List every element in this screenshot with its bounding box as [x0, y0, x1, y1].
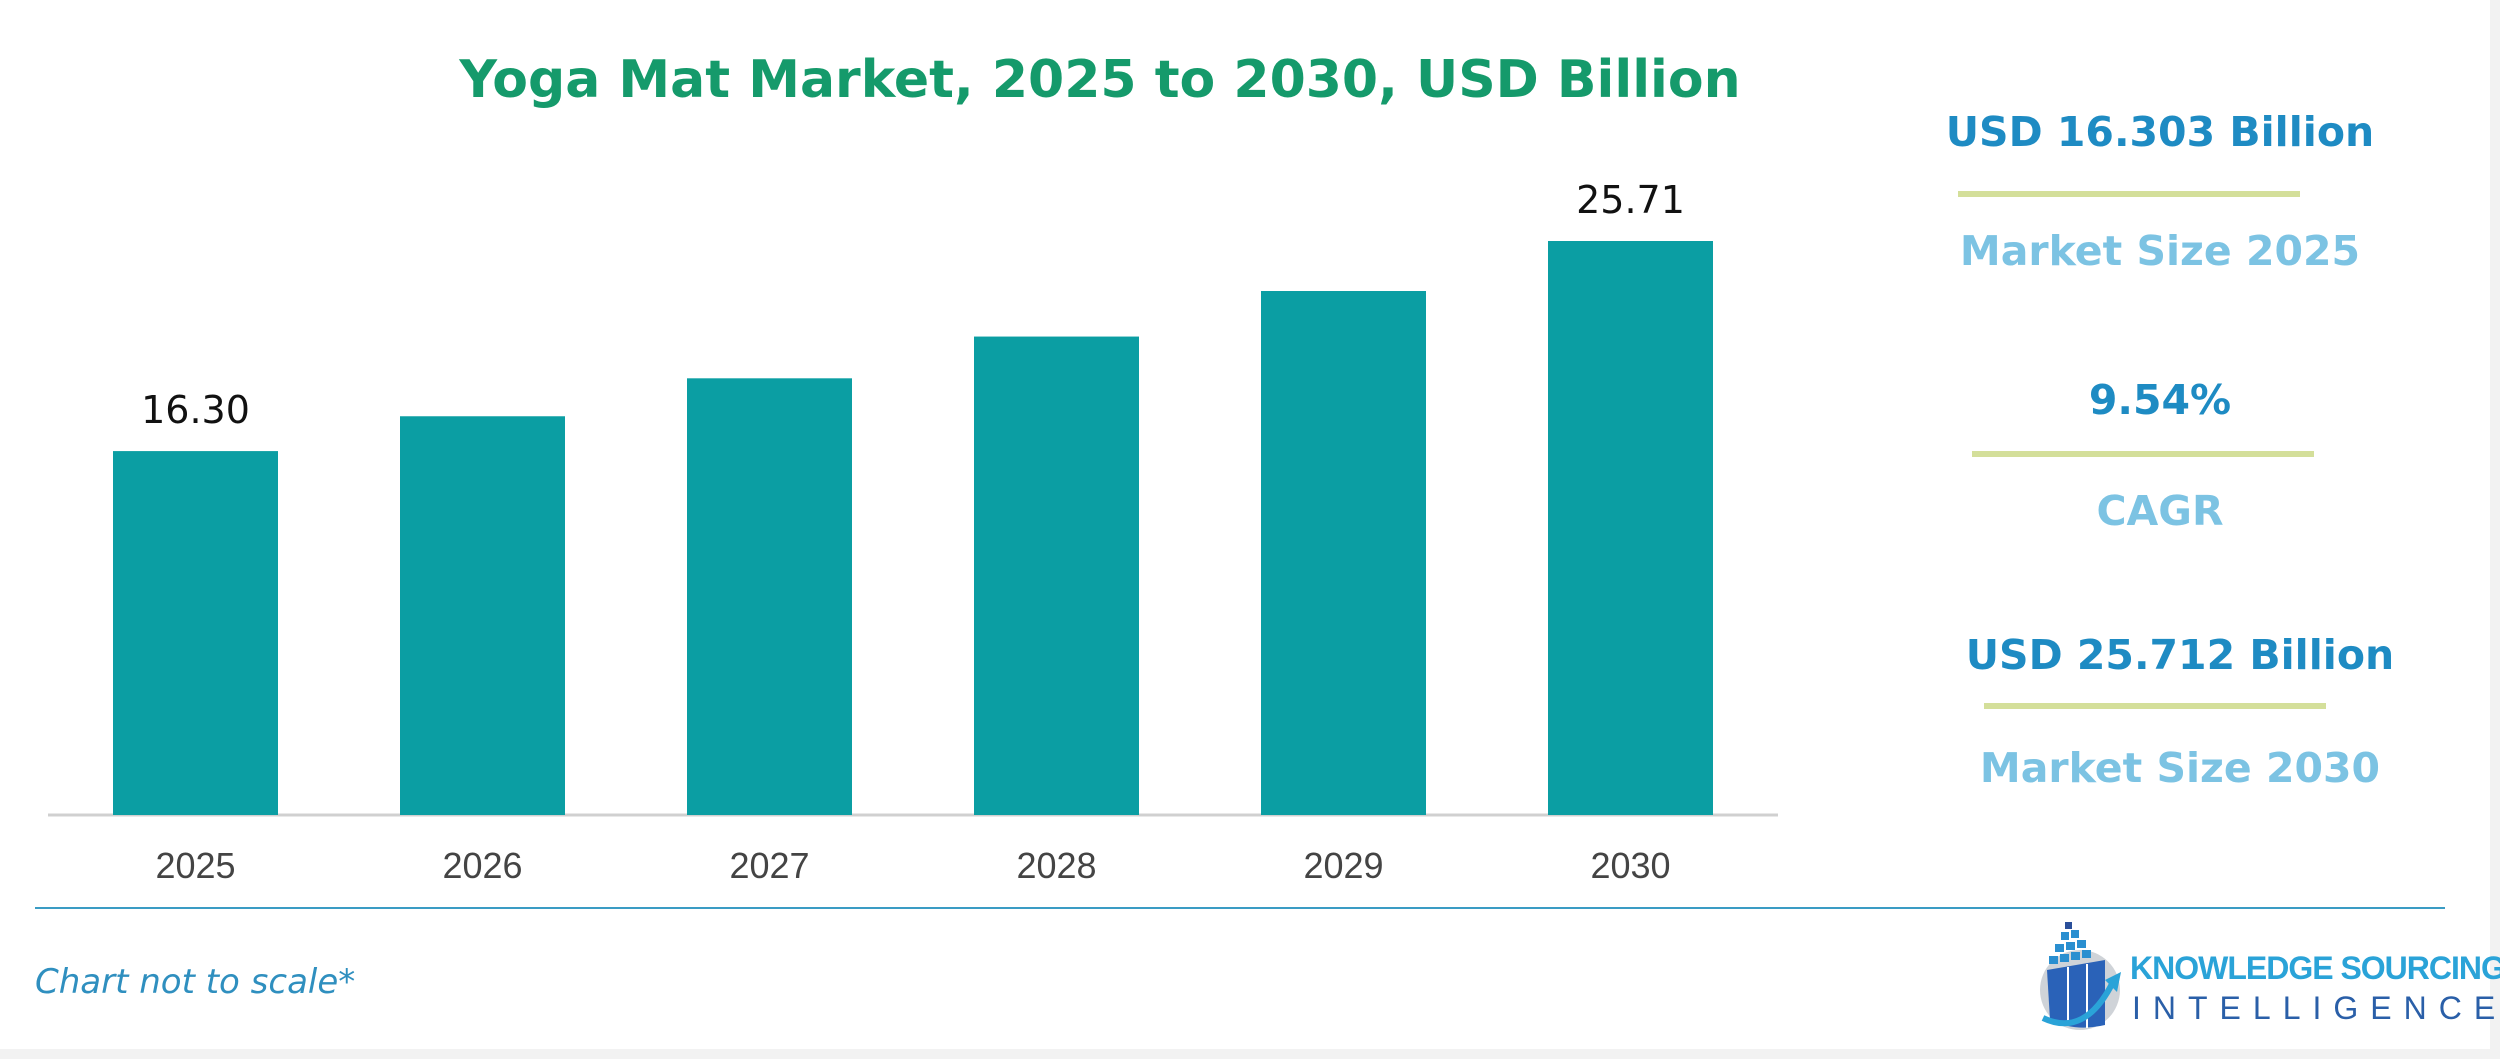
kpi-market-size-2025-label: Market Size 2025 — [1959, 227, 2361, 275]
data-label: 16.30 — [141, 388, 250, 432]
x-tick-label: 2030 — [1590, 845, 1670, 886]
kpi-cagr-value: 9.54% — [2088, 376, 2232, 424]
bar-2027 — [687, 378, 852, 815]
x-tick-label: 2029 — [1303, 845, 1383, 886]
kpi-separator — [1984, 703, 2326, 709]
logo-mark-icon — [2040, 922, 2121, 1030]
x-tick-label: 2028 — [1016, 845, 1096, 886]
bar-2028 — [974, 336, 1139, 815]
kpi-separator — [1958, 191, 2300, 197]
logo-text-line1: KNOWLEDGE SOURCING — [2130, 950, 2500, 986]
kpi-separator — [1972, 451, 2314, 457]
kpi-cagr-label: CAGR — [2096, 487, 2224, 535]
bar-2025 — [113, 451, 278, 815]
kpi-market-size-2030-value: USD 25.712 Billion — [1965, 631, 2395, 679]
x-tick-label: 2027 — [729, 845, 809, 886]
bar-2029 — [1261, 291, 1426, 815]
x-tick-label: 2025 — [155, 845, 235, 886]
data-label: 25.71 — [1576, 178, 1685, 222]
x-tick-label: 2026 — [442, 845, 522, 886]
bar-2026 — [400, 416, 565, 815]
kpi-market-size-2025-value: USD 16.303 Billion — [1945, 108, 2375, 156]
bar-2030 — [1548, 241, 1713, 815]
footer-divider — [35, 907, 2445, 909]
logo-text-line2: INTELLIGENCE — [2132, 990, 2500, 1026]
company-logo: KNOWLEDGE SOURCING INTELLIGENCE — [2035, 920, 2500, 1040]
bar-chart: 2025 16.30 2026 2027 2028 2029 2030 25.71 — [48, 178, 1778, 886]
kpi-market-size-2030-label: Market Size 2030 — [1979, 744, 2381, 792]
chart-title: Yoga Mat Market, 2025 to 2030, USD Billi… — [459, 50, 1741, 110]
footnote: Chart not to scale* — [35, 962, 356, 1002]
